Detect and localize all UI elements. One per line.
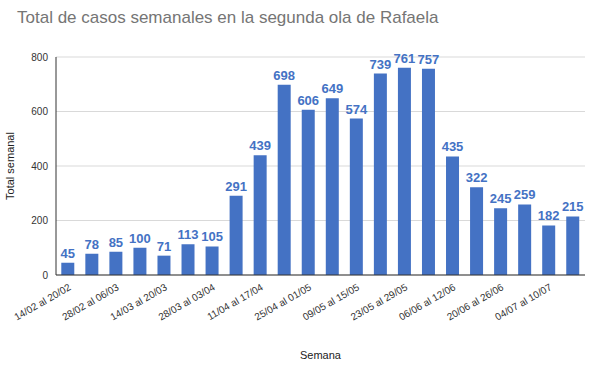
svg-text:45: 45	[61, 246, 75, 261]
svg-text:20/06 al 26/06: 20/06 al 26/06	[445, 281, 506, 323]
svg-text:439: 439	[249, 138, 271, 153]
svg-text:259: 259	[514, 187, 536, 202]
svg-text:215: 215	[562, 199, 584, 214]
svg-text:78: 78	[85, 237, 99, 252]
svg-text:09/05 al 15/05: 09/05 al 15/05	[300, 281, 362, 323]
svg-text:71: 71	[157, 239, 171, 254]
svg-text:400: 400	[31, 161, 48, 172]
svg-text:574: 574	[345, 102, 367, 117]
svg-text:435: 435	[442, 139, 464, 154]
svg-text:739: 739	[370, 57, 392, 72]
svg-text:606: 606	[297, 93, 319, 108]
svg-text:11/04 al 17/04: 11/04 al 17/04	[205, 281, 265, 323]
svg-text:245: 245	[490, 191, 512, 206]
svg-text:757: 757	[418, 52, 440, 67]
svg-text:800: 800	[31, 52, 48, 63]
svg-text:04/07 al 10/07: 04/07 al 10/07	[493, 281, 554, 322]
svg-text:0: 0	[42, 270, 48, 281]
svg-text:291: 291	[225, 179, 247, 194]
svg-text:600: 600	[31, 106, 48, 117]
svg-text:105: 105	[201, 229, 223, 244]
svg-text:100: 100	[129, 231, 151, 246]
svg-text:85: 85	[109, 235, 123, 250]
svg-text:761: 761	[394, 51, 416, 66]
svg-text:14/02 al 20/02: 14/02 al 20/02	[12, 281, 73, 323]
svg-text:200: 200	[31, 215, 48, 226]
html-text:Total de casos semanales en la: Total de casos semanales en la segunda o…	[17, 8, 439, 27]
svg-text:182: 182	[538, 208, 560, 223]
svg-text:06/06 al 12/06: 06/06 al 12/06	[396, 281, 458, 323]
svg-text:14/03 al 20/03: 14/03 al 20/03	[108, 281, 169, 323]
svg-text:649: 649	[321, 81, 343, 96]
svg-text:28/02 al 06/03: 28/02 al 06/03	[60, 281, 121, 323]
svg-text:698: 698	[273, 68, 295, 83]
svg-text:25/04 al 01/05: 25/04 al 01/05	[252, 281, 313, 323]
svg-text:Total semanal: Total semanal	[8, 132, 16, 200]
svg-text:23/05 al 29/05: 23/05 al 29/05	[348, 281, 410, 323]
svg-text:322: 322	[466, 170, 488, 185]
svg-text:28/03 al 03/04: 28/03 al 03/04	[156, 281, 217, 323]
svg-text:113: 113	[178, 227, 199, 242]
svg-text:Semana: Semana	[300, 349, 342, 361]
